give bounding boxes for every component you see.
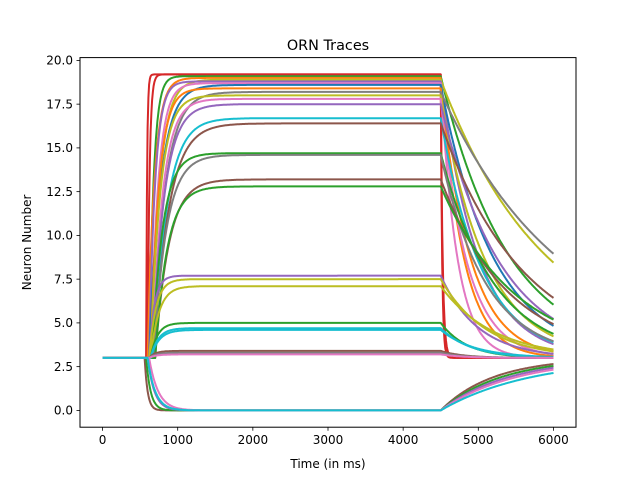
- series-line: [102, 103, 555, 359]
- x-tick-label: 6000: [538, 433, 569, 447]
- series-line: [102, 94, 554, 359]
- x-tick-label: 0: [99, 433, 107, 447]
- series-line: [102, 152, 554, 359]
- x-tick-label: 4000: [388, 433, 419, 447]
- plot-frame: [79, 57, 577, 428]
- chart-title: ORN Traces: [287, 38, 369, 54]
- series-layer: [102, 73, 555, 412]
- y-tick-label: 0.0: [54, 404, 73, 418]
- y-tick-label: 20.0: [46, 54, 73, 68]
- series-line: [102, 185, 554, 359]
- y-axis-ticks: 0.0 2.5 5.0 7.5 10.0 12.5 15.0 17.5 20.0: [46, 54, 80, 418]
- y-tick-label: 15.0: [46, 141, 73, 155]
- x-tick-label: 2000: [238, 433, 269, 447]
- series-line: [102, 90, 555, 359]
- y-tick-label: 12.5: [46, 185, 73, 199]
- x-axis-ticks: 0 1000 2000 3000 4000 5000 6000: [99, 427, 569, 447]
- y-tick-label: 10.0: [46, 229, 73, 243]
- series-line: [102, 274, 554, 359]
- y-tick-label: 17.5: [46, 97, 73, 111]
- series-line: [102, 153, 554, 359]
- series-line: [102, 87, 554, 359]
- y-tick-label: 5.0: [54, 316, 73, 330]
- series-line: [102, 76, 554, 359]
- y-tick-label: 2.5: [54, 360, 73, 374]
- series-line: [102, 353, 554, 359]
- y-tick-label: 7.5: [54, 272, 73, 286]
- x-tick-label: 3000: [313, 433, 344, 447]
- series-line: [102, 328, 554, 359]
- series-line: [102, 285, 554, 359]
- series-line: [102, 75, 555, 359]
- series-line: [102, 356, 554, 412]
- x-tick-label: 5000: [463, 433, 494, 447]
- y-axis-label: Neuron Number: [20, 195, 34, 291]
- x-axis-label: Time (in ms): [289, 457, 365, 471]
- series-line: [102, 117, 554, 359]
- x-tick-label: 1000: [162, 433, 193, 447]
- series-line: [102, 97, 554, 359]
- series-line: [102, 82, 554, 359]
